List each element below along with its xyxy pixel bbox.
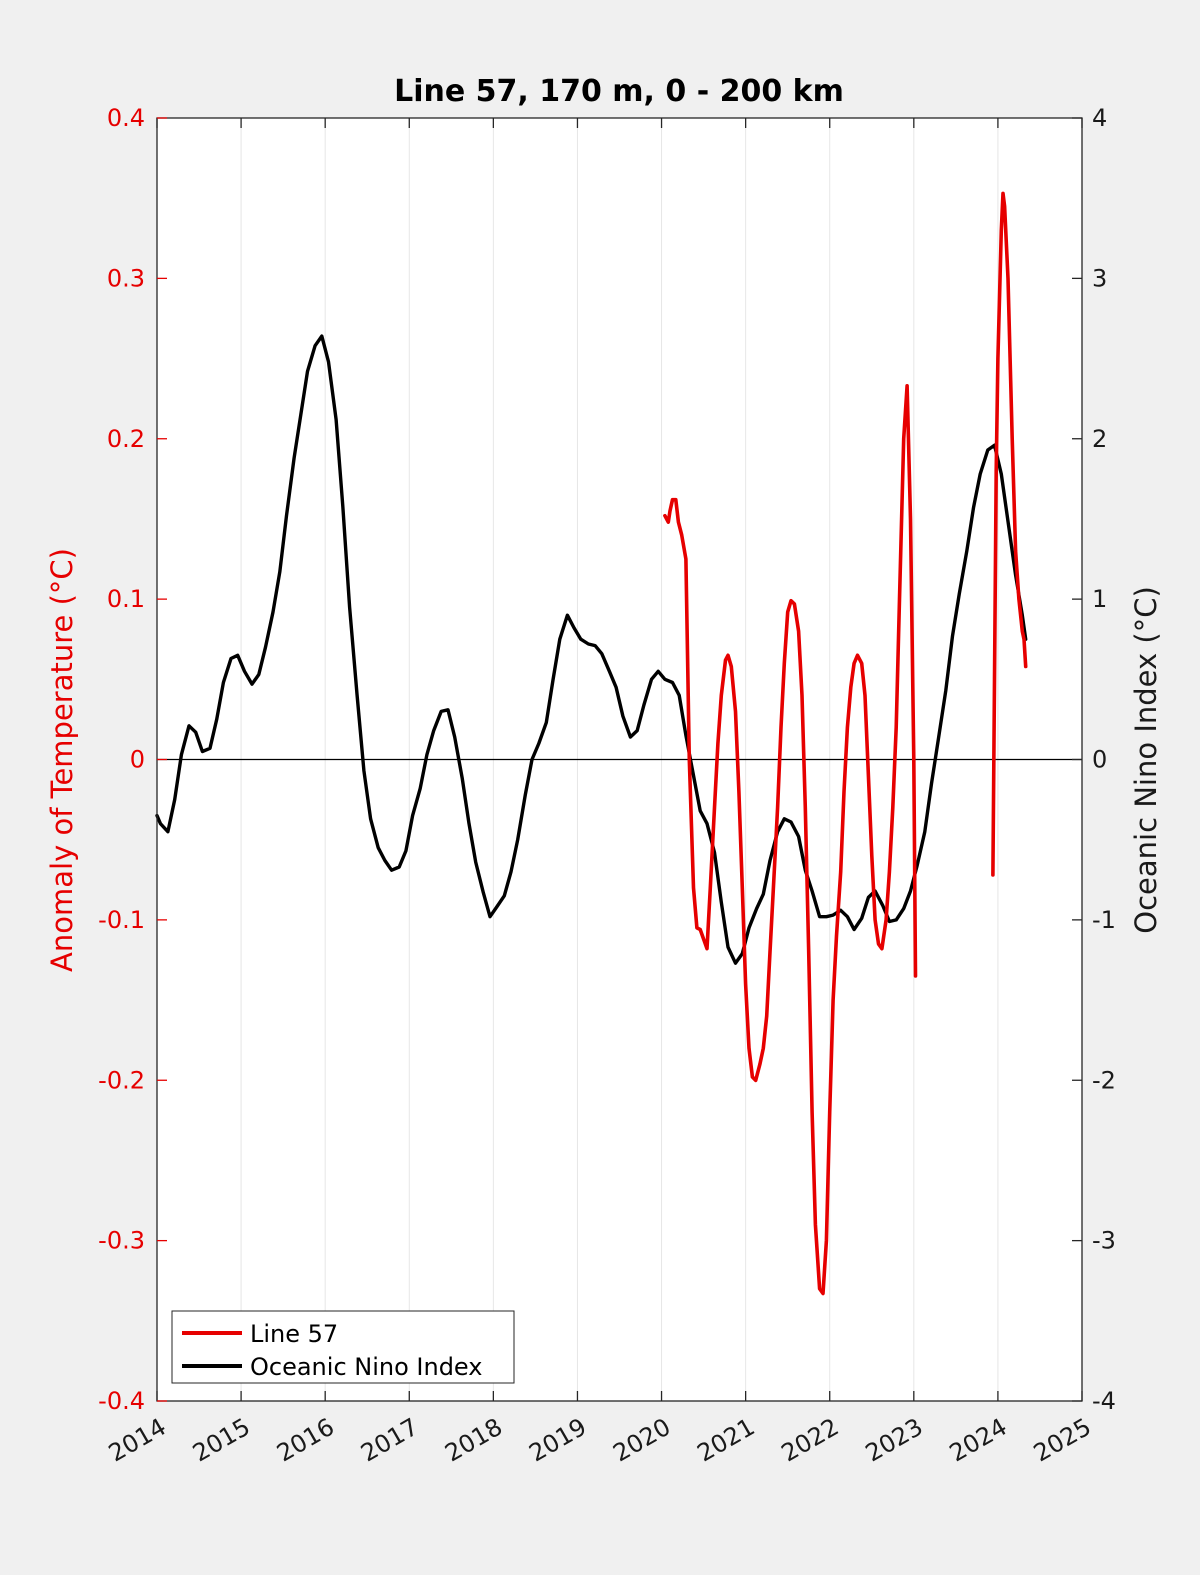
y-left-tick-label: 0.2: [107, 425, 145, 453]
x-tick-label: 2015: [188, 1413, 255, 1468]
x-tick-label: 2021: [693, 1413, 760, 1468]
legend-box: [171, 1310, 515, 1384]
series-line-line57-segment-2: [991, 191, 1028, 877]
series-line-line57-segment-1: [663, 383, 918, 1296]
y-left-tick-label: -0.2: [98, 1066, 145, 1094]
x-tick-label: 2014: [104, 1413, 171, 1468]
y-right-tick-label: -4: [1092, 1387, 1116, 1415]
x-tick-label: 2023: [861, 1413, 928, 1468]
legend-label-oni: Oceanic Nino Index: [250, 1353, 482, 1381]
x-tick-label: 2022: [777, 1413, 844, 1468]
y-left-tick-label: -0.3: [98, 1227, 145, 1255]
chart-title: Line 57, 170 m, 0 - 200 km: [394, 74, 844, 109]
y-left-tick-label: 0.4: [107, 104, 145, 132]
y-right-tick-label: 0: [1092, 746, 1107, 774]
y-right-tick-label: 1: [1092, 585, 1107, 613]
y-right-tick-label: -3: [1092, 1227, 1116, 1255]
y-left-tick-label: 0.1: [107, 585, 145, 613]
y-right-tick-label: 3: [1092, 264, 1107, 292]
y-right-tick-label: -1: [1092, 906, 1116, 934]
x-tick-label: 2016: [272, 1413, 339, 1468]
series-line-oceanic-nino-index: [155, 334, 1028, 965]
x-tick-label: 2019: [524, 1413, 591, 1468]
y-axis-label-left: Anomaly of Temperature (°C): [45, 548, 79, 972]
y-left-tick-label: 0.3: [107, 264, 145, 292]
x-tick-label: 2024: [945, 1413, 1012, 1468]
y-right-tick-label: 2: [1092, 425, 1107, 453]
y-axis-label-right: Oceanic Nino Index (°C): [1129, 586, 1163, 934]
legend-label-line57: Line 57: [250, 1320, 338, 1348]
y-right-tick-label: 4: [1092, 104, 1107, 132]
y-left-tick-label: -0.4: [98, 1387, 145, 1415]
x-tick-label: 2018: [440, 1413, 507, 1468]
legend: Line 57 Oceanic Nino Index: [171, 1310, 515, 1384]
x-tick-label: 2020: [608, 1413, 675, 1468]
series-layer: [155, 191, 1028, 1296]
y-left-tick-label: 0: [130, 746, 145, 774]
y-right-tick-label: -2: [1092, 1066, 1116, 1094]
x-tick-label: 2017: [356, 1413, 423, 1468]
x-tick-label: 2025: [1029, 1413, 1096, 1468]
y-left-tick-label: -0.1: [98, 906, 145, 934]
